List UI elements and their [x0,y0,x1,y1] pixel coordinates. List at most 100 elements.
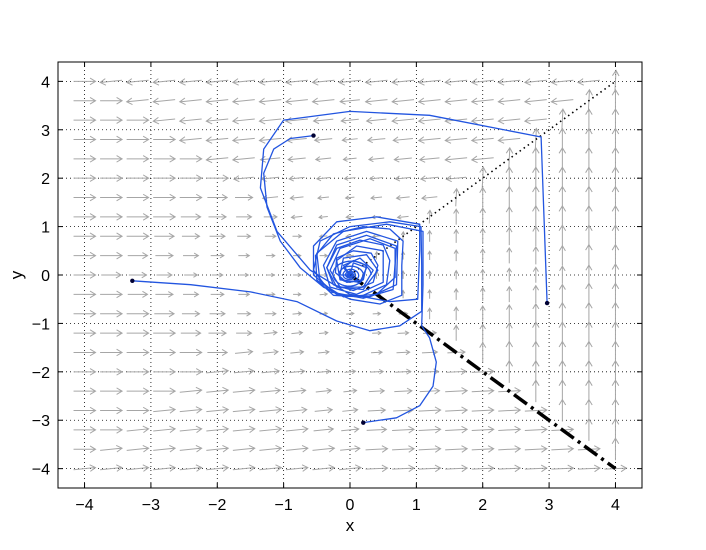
vector-field-arrow [207,348,229,356]
vector-field-arrow [232,464,256,472]
vector-field-arrow [285,425,309,434]
vector-field-arrow [479,286,486,301]
vector-field-arrow [264,311,277,317]
vector-field-arrow [126,329,150,337]
vector-field-arrow [284,78,308,86]
vector-field-arrow [365,464,389,473]
vector-field-arrow [289,195,304,201]
vector-field-arrow [263,330,278,336]
vector-field-arrow [205,155,229,164]
vector-field-arrow [100,387,124,395]
vector-field-arrow [179,348,203,357]
vector-field-arrow [237,310,252,317]
x-axis-label: x [346,516,355,535]
vector-field-arrow [471,425,495,434]
vector-field-arrow [284,97,308,106]
vector-field-arrow [73,77,97,86]
vector-field-arrow [205,78,229,86]
vector-field-arrow [152,116,176,125]
vector-field-arrow [73,464,97,472]
vector-field-arrow [100,174,124,182]
vector-field-arrow [153,464,177,472]
vector-field-arrow [153,193,177,202]
vector-field-arrow [315,387,333,394]
vector-field-arrow [288,387,307,394]
vector-field-arrow [73,348,97,357]
vector-field-arrow [126,387,150,395]
vector-field-arrow [179,368,203,376]
vector-field-arrow [506,246,513,264]
vector-field-arrow [453,208,460,225]
vector-field-arrow [505,146,514,170]
vector-field-arrow [100,96,124,105]
vector-field-arrow [259,425,283,434]
vector-field-arrow [446,368,468,376]
vector-field-arrow [506,267,513,282]
vector-field-arrow [427,209,433,224]
vector-field-arrow [343,388,358,394]
vector-field-arrow [340,445,361,453]
vector-field-arrow [532,302,540,324]
vector-field-arrow [153,213,177,221]
axis-ticks: −4 −3 −2 −1 0 1 2 3 4 −4 −3 −2 −1 0 1 2 3 4 [32,62,642,514]
vector-field-arrow [126,155,150,163]
vector-field-arrow [178,136,202,144]
vector-field-arrow [523,116,547,125]
y-tick-label: −4 [32,462,50,479]
vector-field-arrow [344,195,355,200]
vector-field-arrow [392,425,416,434]
vector-field-arrow [73,232,97,241]
vector-field-arrow [178,116,202,125]
vector-field-arrow [346,330,355,336]
vector-field-arrow [445,464,469,473]
vector-field-arrow [444,97,468,106]
vector-field-arrow [366,426,388,434]
trajectory-line [316,223,437,424]
vector-field-arrow [427,229,433,242]
vector-field-arrow [497,78,521,86]
vector-field-arrow [312,444,336,453]
vector-field-arrow [417,136,441,144]
vector-field-arrow [345,350,356,355]
vector-field-arrow [444,78,468,86]
vector-field-arrow [100,348,124,357]
vector-field-arrow [559,265,566,284]
vector-field-arrow [365,117,387,125]
trajectory-line [132,221,423,332]
vector-field-arrow [532,266,539,283]
vector-field-arrow [364,97,388,106]
vector-field-arrow [311,97,335,106]
vector-field-arrow [179,406,203,414]
vector-field-arrow [259,406,283,414]
vector-field-arrow [100,406,124,415]
trajectories [130,110,550,425]
vector-field-arrow [367,156,385,163]
vector-field-arrow [427,307,433,320]
trajectory-start-point [361,420,366,425]
vector-field-arrow [470,78,494,86]
vector-field-arrow [289,368,306,375]
vector-field-arrow [126,348,150,357]
vector-field-arrow [470,136,494,144]
vector-field-arrow [126,135,150,144]
vector-field-arrow [395,195,410,201]
vector-field-arrow [210,252,225,259]
y-tick-label: 1 [41,220,50,237]
vector-field-arrow [314,156,332,163]
vector-field-arrow [181,310,201,317]
vector-field-arrow [178,78,202,86]
vector-field-arrow [180,329,202,337]
vector-field-arrow [396,214,409,220]
vector-field-arrow [345,214,354,220]
x-tick-label: −3 [142,497,160,514]
vector-field-arrow [445,445,469,453]
vector-field-arrow [231,136,255,144]
vector-field-arrow [576,78,600,86]
vector-field-arrow [506,226,513,246]
vector-field-arrow [209,233,226,240]
vector-field-arrow [312,464,336,472]
vector-field-arrow [290,349,305,355]
vector-field-arrow [391,116,415,125]
vector-field-arrow [368,387,386,395]
vector-field-arrow [313,425,335,433]
